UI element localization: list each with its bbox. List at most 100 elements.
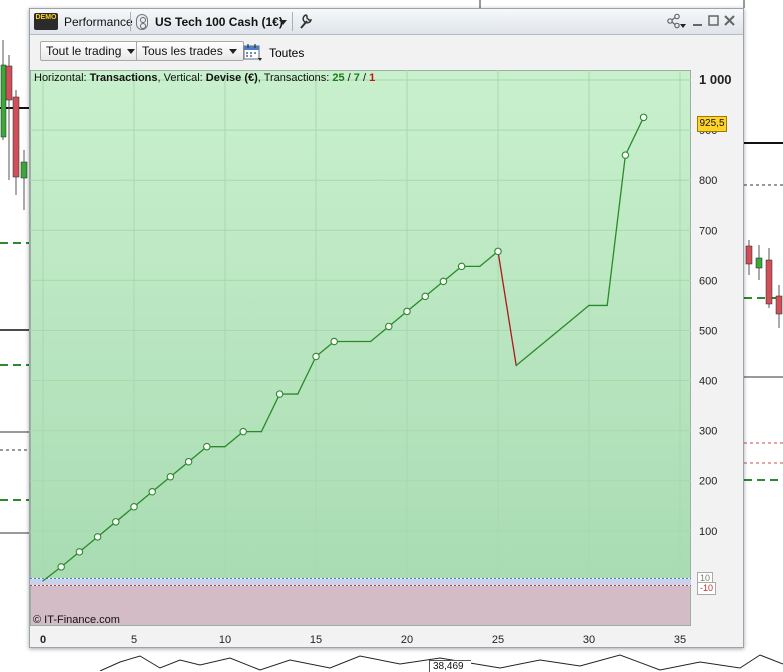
chevron-down-icon [127, 49, 136, 54]
losing-trades: 1 [369, 72, 376, 84]
horizontal-value: Transactions [89, 72, 158, 84]
window-title: Performance [64, 15, 133, 29]
trade-point [75, 548, 84, 556]
trades-filter-label: Tous les trades [142, 44, 223, 58]
trade-point [421, 292, 429, 301]
performance-chart[interactable]: 1002003004005006007008009001 000 0510152… [30, 68, 743, 648]
equity-segment [42, 566, 62, 582]
equity-segment [606, 154, 627, 307]
trade-point [439, 277, 448, 286]
equity-segment [369, 325, 390, 343]
x-tick-label: 10 [219, 634, 231, 646]
trade-point [403, 307, 411, 316]
x-tick-label: 15 [310, 634, 322, 646]
trade-point [112, 518, 120, 526]
trade-point [457, 262, 466, 271]
equity-segment [479, 250, 499, 268]
title-divider [130, 12, 131, 31]
trade-point [166, 472, 175, 481]
horizontal-label: Horizontal: [34, 72, 90, 84]
chart-header: Horizontal: Transactions, Vertical: Devi… [34, 72, 375, 84]
share-icon[interactable] [666, 13, 682, 29]
equity-segment [442, 265, 463, 283]
background-price-label: 38,469 [429, 660, 471, 672]
equity-segment [260, 393, 281, 433]
vertical-label: , Vertical: [157, 72, 206, 84]
last-value-badge: 925,5 [697, 116, 727, 132]
x-tick-label: 35 [674, 634, 686, 646]
x-tick-label: 5 [131, 634, 137, 646]
equity-segment [133, 491, 153, 508]
equity-segment [115, 506, 135, 523]
instrument-selector[interactable]: US Tech 100 Cash (1€) [155, 15, 283, 29]
separator: / [359, 72, 370, 84]
equity-segment [388, 310, 408, 328]
trade-point [312, 352, 320, 361]
trade-point [203, 442, 211, 451]
wrench-icon[interactable] [298, 13, 312, 29]
y-tick-label: 300 [699, 426, 717, 438]
separator: / [344, 72, 354, 84]
x-tick-label: 25 [492, 634, 504, 646]
trade-point [239, 427, 247, 436]
equity-segment [96, 521, 117, 538]
winning-trades: 7 [353, 72, 360, 84]
loss-segment [497, 250, 517, 367]
gain-zone [30, 70, 691, 578]
equity-segment [315, 340, 335, 358]
maximize-icon[interactable] [706, 13, 722, 29]
equity-segment [60, 551, 81, 568]
x-tick-label: 20 [401, 634, 413, 646]
equity-segment [424, 280, 445, 298]
trade-point [494, 247, 502, 256]
equity-segment [570, 304, 590, 322]
minimize-icon[interactable] [690, 13, 706, 29]
x-tick-label: 30 [583, 634, 595, 646]
trade-point [330, 337, 338, 346]
total-trades: 25 [332, 72, 345, 84]
y-tick-label: 800 [699, 175, 717, 187]
trade-point [184, 457, 193, 466]
equity-segment [624, 116, 645, 156]
trade-point [385, 322, 393, 331]
share-menu-chevron-icon[interactable] [680, 24, 686, 28]
equity-segment [78, 536, 99, 553]
performance-window: DEMO Performance US Tech 100 Cash (1€) [29, 8, 744, 648]
transactions-label: , Transactions: [257, 72, 333, 84]
trade-point [57, 563, 65, 571]
trading-filter-label: Tout le trading [46, 44, 122, 58]
equity-segment [169, 461, 190, 478]
title-bar[interactable]: DEMO Performance US Tech 100 Cash (1€) [30, 9, 743, 35]
trade-point [148, 488, 156, 496]
close-icon[interactable] [722, 13, 738, 29]
trading-filter-dropdown[interactable]: Tout le trading [40, 41, 143, 61]
x-tick-label: 0 [40, 634, 46, 646]
y-tick-label: 100 [699, 526, 717, 538]
y-tick-label: 500 [699, 325, 717, 337]
chart-canvas: 1002003004005006007008009001 000 0510152… [30, 70, 732, 646]
zero-band [30, 579, 691, 585]
trade-point [275, 390, 284, 398]
y-tick-label: 400 [699, 376, 717, 388]
calendar-icon[interactable] [243, 43, 263, 62]
loss-zone [30, 586, 691, 626]
title-divider [292, 12, 293, 31]
plot-frame [30, 70, 691, 626]
vertical-value: Devise (€) [205, 72, 258, 84]
copyright: © IT-Finance.com [33, 614, 120, 626]
y-tick-label: 700 [699, 225, 717, 237]
chain-link-icon[interactable] [136, 14, 148, 30]
trade-point [93, 533, 102, 541]
period-label[interactable]: Toutes [269, 46, 305, 60]
equity-segment [297, 355, 317, 395]
equity-segment [533, 334, 554, 352]
equity-segment [151, 476, 172, 493]
trades-filter-dropdown[interactable]: Tous les trades [136, 41, 244, 61]
chevron-down-icon [228, 49, 237, 54]
equity-segment [224, 431, 244, 448]
chevron-down-icon[interactable] [279, 20, 287, 25]
equity-segment [187, 446, 208, 463]
y-tick-label: 600 [699, 275, 717, 287]
lower-threshold-label: -10 [697, 582, 717, 595]
toolbar: Tout le trading Tous les trades Toutes [30, 36, 743, 68]
